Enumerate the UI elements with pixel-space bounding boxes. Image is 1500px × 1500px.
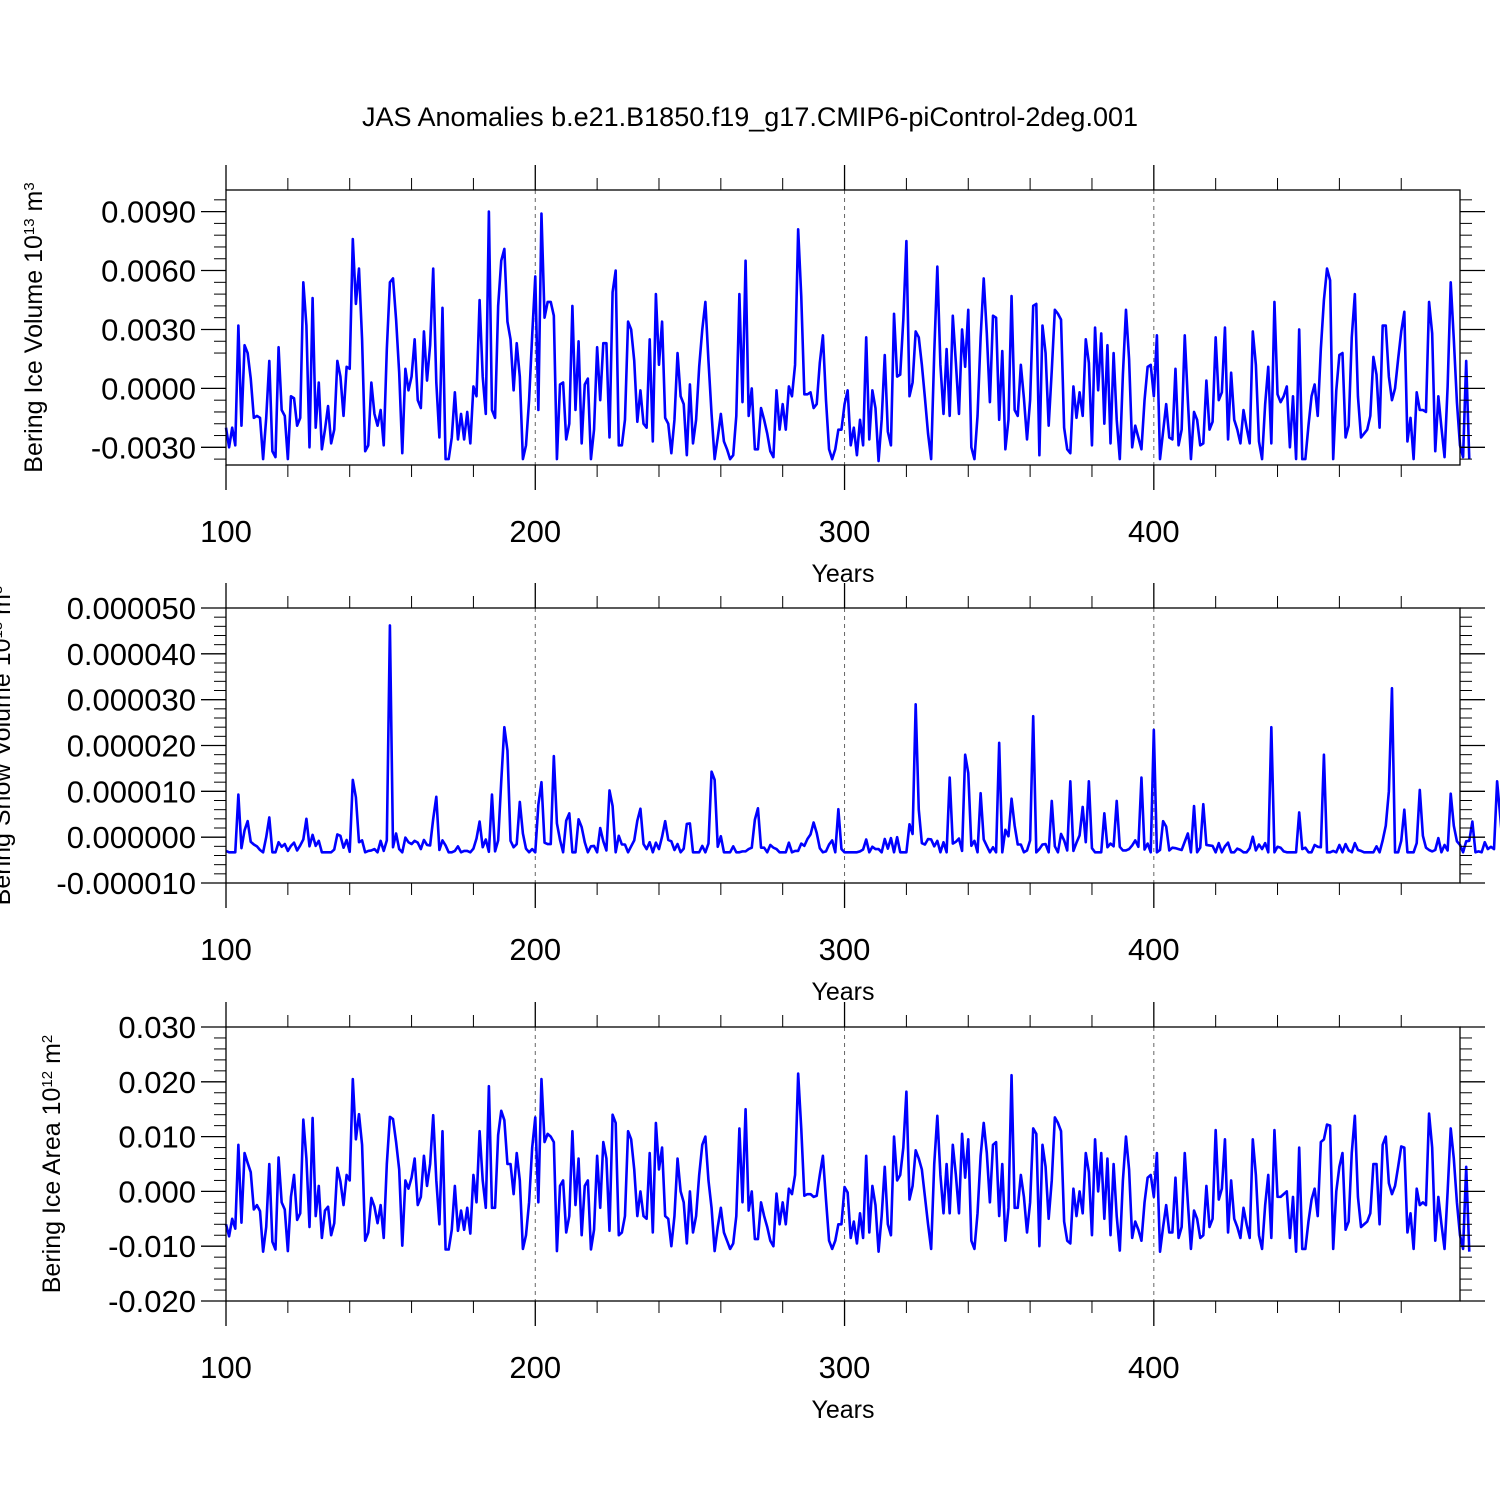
x-tick-label: 100 [200,1350,252,1385]
panel-3: 100 200 300 400 -0.020 -0.010 0.000 0.010 0.020 0… [38,1002,1485,1424]
series-line [225,624,1500,854]
y-tick-label: 0.000020 [67,729,196,764]
y-tick-label: 0.000030 [67,683,196,718]
y-tick-label: 0.000010 [67,774,196,809]
figure-title: JAS Anomalies b.e21.B1850.f19_g17.CMIP6-… [362,102,1138,132]
y-tick-label: -0.010 [108,1229,196,1264]
x-tick-label: 200 [509,932,561,967]
plot-frame [225,1026,1461,1302]
x-tick-label: 400 [1128,932,1180,967]
x-tick-label: 100 [200,932,252,967]
y-tick-label: -0.020 [108,1284,196,1319]
y-axis-label: Bering Ice Volume 1013 m3 [20,182,48,472]
x-axis-label: Years [811,1396,874,1424]
x-axis-label: Years [811,978,874,1006]
x-tick-label: 400 [1128,1350,1180,1385]
x-axis-label: Years [811,560,874,588]
y-tick-label: 0.000000 [67,820,196,855]
x-tick-label: 400 [1128,514,1180,549]
y-tick-label: 0.0090 [101,195,196,230]
x-tick-label: 200 [509,514,561,549]
y-tick-label: -0.0030 [91,430,196,465]
x-tick-label: 100 [200,514,252,549]
y-tick-label: -0.000010 [56,866,196,901]
x-tick-label: 300 [819,514,871,549]
y-axis-label: Bering Snow Volume 1013 m3 [0,586,16,906]
y-tick-label: 0.020 [118,1065,196,1100]
series-line [224,210,1471,463]
series-line [224,1072,1471,1253]
panel-1: 100 200 300 400 -0.0030 0.0000 0.0030 0.0060 0.0… [20,165,1485,588]
y-tick-label: 0.000 [118,1174,196,1209]
x-tick-label: 300 [819,932,871,967]
y-tick-label: 0.030 [118,1010,196,1045]
y-tick-label: 0.000040 [67,637,196,672]
panel-2: 100 200 300 400 -0.000010 0.000000 0.000010 0.0… [0,583,1500,1006]
plot-frame [225,189,1461,466]
y-tick-label: 0.0030 [101,312,196,347]
x-tick-label: 200 [509,1350,561,1385]
y-tick-label: 0.0000 [101,371,196,406]
y-tick-label: 0.010 [118,1120,196,1155]
y-tick-label: 0.0060 [101,254,196,289]
x-tick-label: 300 [819,1350,871,1385]
y-axis-label: Bering Ice Area 1012 m2 [38,1035,66,1294]
y-tick-label: 0.000050 [67,591,196,626]
